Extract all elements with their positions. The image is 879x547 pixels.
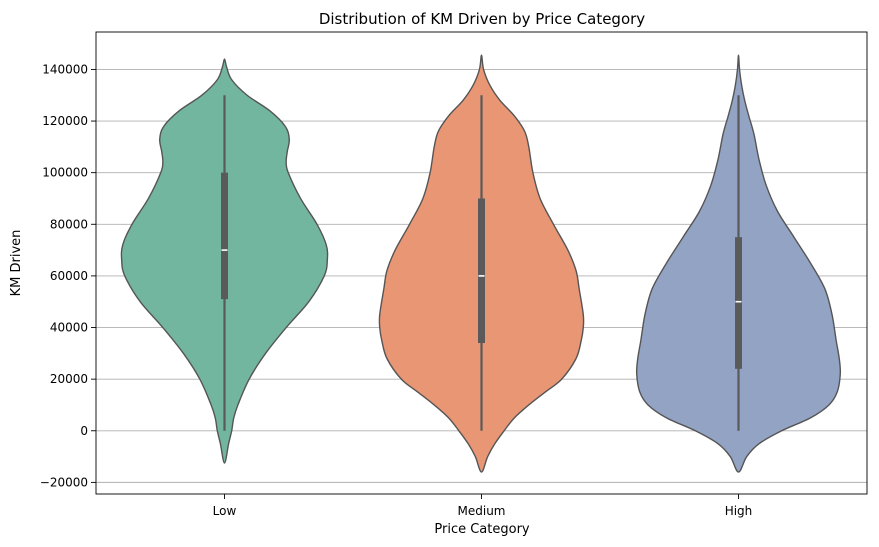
y-tick-label: 80000 [50,217,88,231]
chart-title: Distribution of KM Driven by Price Categ… [319,10,645,28]
violin-iqr-box [478,198,485,344]
y-axis-label: KM Driven [9,230,24,297]
y-tick-label: 140000 [42,62,88,76]
y-tick-label: 100000 [42,166,88,180]
violin-medium [378,54,585,473]
violin-high [635,54,842,473]
y-tick-label: 0 [80,424,88,438]
y-axis: −20000 0 20000 40000 60000 80000 100000 120000 1… [40,62,96,489]
y-tick-label: 60000 [50,269,88,283]
y-tick-label: −20000 [40,475,88,489]
y-tick-label: 120000 [42,114,88,128]
x-tick-label: Medium [458,504,506,518]
y-tick-label: 20000 [50,372,88,386]
x-axis-label: Price Category [434,522,530,537]
violin-iqr-box [221,172,228,300]
violins [120,54,842,473]
violin-iqr-box [735,237,742,369]
x-tick-label: Low [213,504,237,518]
y-tick-label: 40000 [50,321,88,335]
x-tick-label: High [725,504,753,518]
x-axis: Low Medium High [213,494,753,518]
violin-low [120,58,329,464]
